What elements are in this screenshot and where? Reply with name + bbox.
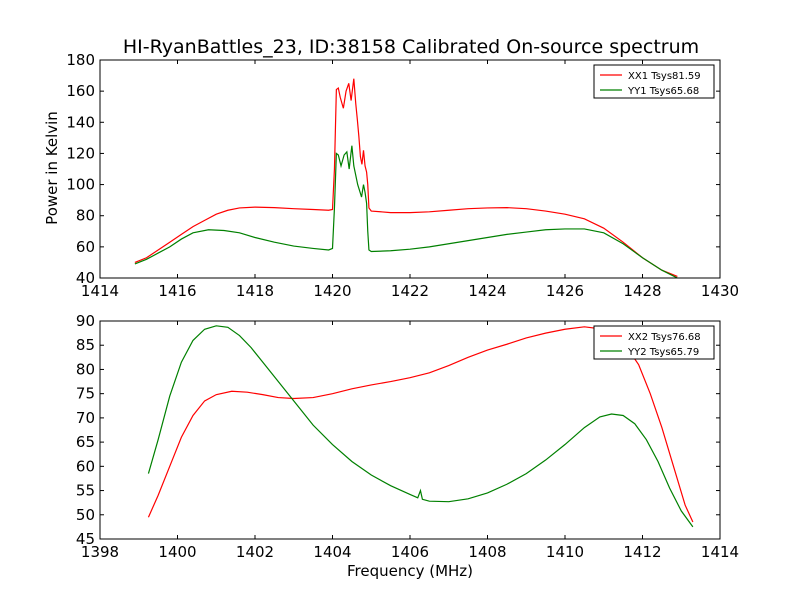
- x-tick-label: 1402: [236, 543, 274, 561]
- x-tick-label: 1424: [468, 282, 506, 300]
- bottom-xlabel: Frequency (MHz): [347, 562, 473, 580]
- x-tick-label: 1414: [81, 282, 119, 300]
- x-tick-label: 1416: [158, 282, 196, 300]
- top-panel: 1414 1416 1418 1420 1422 1424 1426 1428 1430 40 60…: [66, 51, 739, 300]
- y-tick-label: 50: [76, 506, 95, 524]
- series-line-2: [134, 145, 678, 278]
- x-tick-label: 1420: [313, 282, 351, 300]
- x-tick-label: 1428: [623, 282, 661, 300]
- x-tick-label: 1404: [313, 543, 351, 561]
- series-line-2: [147, 325, 694, 528]
- x-tick-label: 1406: [391, 543, 429, 561]
- legend-label: YY2 Tsys65.79: [627, 347, 699, 358]
- legend-label: YY1 Tsys65.68: [627, 86, 699, 97]
- x-tick-label: 1398: [81, 543, 119, 561]
- y-tick-label: 60: [76, 457, 95, 475]
- y-tick-label: 40: [76, 269, 95, 287]
- legend-box: [593, 325, 715, 360]
- x-tick-label: 1422: [391, 282, 429, 300]
- top-ylabel: Power in Kelvin: [43, 111, 61, 225]
- y-tick-label: 55: [76, 482, 95, 500]
- y-tick-label: 80: [76, 207, 95, 225]
- y-tick-label: 65: [76, 433, 95, 451]
- y-tick-label: 70: [76, 409, 95, 427]
- x-tick-label: 1418: [236, 282, 274, 300]
- y-tick-label: 160: [66, 82, 95, 100]
- y-tick-label: 60: [76, 238, 95, 256]
- x-tick-label: 1408: [468, 543, 506, 561]
- x-tick-label: 1430: [701, 282, 739, 300]
- bottom-panel: 1398 1400 1402 1404 1406 1408 1410 1412 1414 45 50…: [76, 312, 739, 561]
- y-tick-label: 80: [76, 360, 95, 378]
- y-tick-label: 75: [76, 385, 95, 403]
- x-tick-label: 1400: [158, 543, 196, 561]
- legend: XX2 Tsys76.68 YY2 Tsys65.79: [593, 325, 715, 360]
- legend-label: XX2 Tsys76.68: [628, 332, 701, 343]
- y-tick-label: 85: [76, 336, 95, 354]
- legend-label: XX1 Tsys81.59: [628, 71, 701, 82]
- legend-box: [593, 64, 715, 99]
- x-tick-label: 1414: [701, 543, 739, 561]
- series-line-1: [134, 78, 678, 277]
- y-tick-label: 100: [66, 176, 95, 194]
- y-tick-label: 140: [66, 113, 95, 131]
- x-tick-label: 1412: [623, 543, 661, 561]
- y-tick-label: 120: [66, 144, 95, 162]
- y-tick-label: 180: [66, 51, 95, 69]
- chart-title: HI-RyanBattles_23, ID:38158 Calibrated O…: [123, 36, 699, 58]
- y-tick-label: 45: [76, 530, 95, 548]
- legend: XX1 Tsys81.59 YY1 Tsys65.68: [593, 64, 715, 99]
- x-tick-label: 1426: [546, 282, 584, 300]
- y-tick-label: 90: [76, 312, 95, 330]
- x-tick-label: 1410: [546, 543, 584, 561]
